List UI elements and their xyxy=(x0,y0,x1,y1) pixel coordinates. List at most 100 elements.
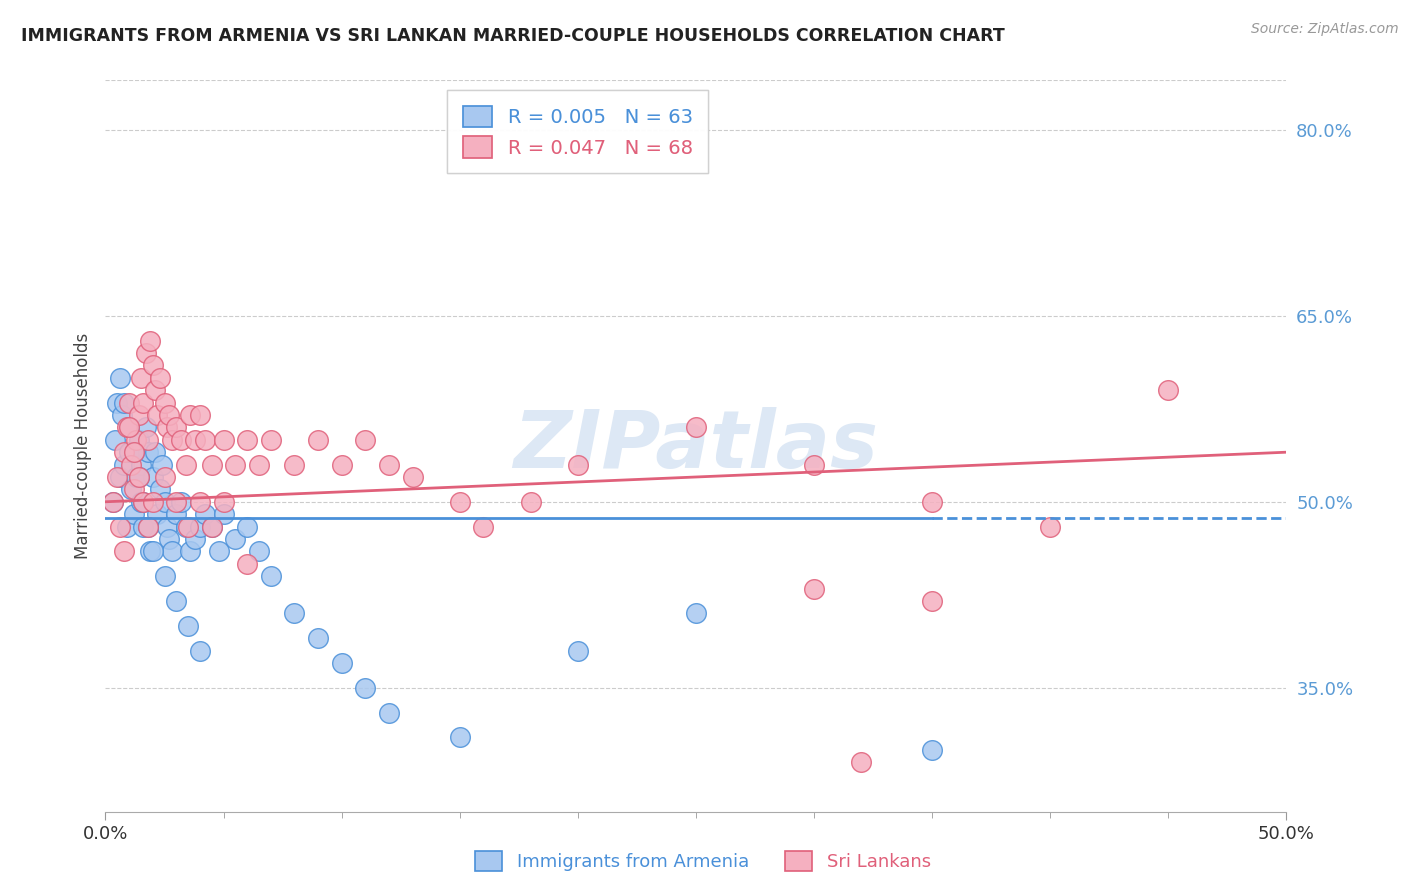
Point xyxy=(108,470,131,484)
Point xyxy=(120,483,142,497)
Point xyxy=(803,458,825,472)
Point xyxy=(188,643,211,657)
Point xyxy=(201,458,224,472)
Point xyxy=(128,408,150,422)
Point xyxy=(118,395,141,409)
Point xyxy=(236,519,259,533)
Point xyxy=(128,470,150,484)
Point xyxy=(132,395,155,409)
Point xyxy=(129,371,152,385)
Point xyxy=(170,433,193,447)
Point xyxy=(142,495,165,509)
Point xyxy=(143,445,166,459)
Point xyxy=(122,445,145,459)
Point xyxy=(330,458,353,472)
Point xyxy=(567,458,589,472)
Point xyxy=(179,544,201,558)
Point xyxy=(156,519,179,533)
Point xyxy=(449,731,471,745)
Point xyxy=(685,607,707,621)
Point xyxy=(921,594,943,608)
Point xyxy=(122,445,145,459)
Point xyxy=(132,495,155,509)
Point xyxy=(139,334,162,348)
Point xyxy=(146,408,169,422)
Point xyxy=(307,631,329,645)
Point xyxy=(125,433,148,447)
Text: Source: ZipAtlas.com: Source: ZipAtlas.com xyxy=(1251,22,1399,37)
Point xyxy=(208,544,231,558)
Point xyxy=(184,433,207,447)
Point xyxy=(153,470,176,484)
Point xyxy=(165,495,187,509)
Legend: Immigrants from Armenia, Sri Lankans: Immigrants from Armenia, Sri Lankans xyxy=(468,844,938,879)
Point xyxy=(136,519,159,533)
Point xyxy=(165,507,187,521)
Point xyxy=(330,656,353,670)
Point xyxy=(135,420,157,434)
Point xyxy=(201,519,224,533)
Point xyxy=(236,557,259,571)
Point xyxy=(139,544,162,558)
Point xyxy=(472,519,495,533)
Point xyxy=(378,458,401,472)
Point xyxy=(194,507,217,521)
Point xyxy=(224,532,246,546)
Point xyxy=(188,495,211,509)
Point xyxy=(118,445,141,459)
Point xyxy=(108,371,131,385)
Point xyxy=(160,544,183,558)
Point xyxy=(128,470,150,484)
Point xyxy=(283,458,305,472)
Point xyxy=(1039,519,1062,533)
Point xyxy=(157,532,180,546)
Point xyxy=(129,495,152,509)
Point xyxy=(142,470,165,484)
Point xyxy=(194,433,217,447)
Point xyxy=(101,495,124,509)
Point xyxy=(165,594,187,608)
Point xyxy=(378,706,401,720)
Point xyxy=(188,519,211,533)
Point xyxy=(921,495,943,509)
Point xyxy=(115,519,138,533)
Point xyxy=(354,681,377,695)
Point xyxy=(118,420,141,434)
Point xyxy=(118,420,141,434)
Point xyxy=(184,532,207,546)
Point xyxy=(247,544,270,558)
Point xyxy=(174,519,197,533)
Point xyxy=(567,643,589,657)
Point xyxy=(685,420,707,434)
Point xyxy=(146,507,169,521)
Point xyxy=(188,408,211,422)
Point xyxy=(212,507,235,521)
Point xyxy=(104,433,127,447)
Point xyxy=(136,445,159,459)
Point xyxy=(224,458,246,472)
Point xyxy=(115,420,138,434)
Point xyxy=(170,495,193,509)
Point xyxy=(153,495,176,509)
Point xyxy=(354,433,377,447)
Point xyxy=(149,483,172,497)
Point xyxy=(201,519,224,533)
Point xyxy=(143,383,166,397)
Point xyxy=(851,755,873,769)
Point xyxy=(153,569,176,583)
Point xyxy=(118,420,141,434)
Point xyxy=(105,470,128,484)
Point xyxy=(177,519,200,533)
Point xyxy=(156,420,179,434)
Text: IMMIGRANTS FROM ARMENIA VS SRI LANKAN MARRIED-COUPLE HOUSEHOLDS CORRELATION CHAR: IMMIGRANTS FROM ARMENIA VS SRI LANKAN MA… xyxy=(21,27,1005,45)
Point xyxy=(803,582,825,596)
Point xyxy=(177,619,200,633)
Point xyxy=(129,458,152,472)
Point xyxy=(111,408,134,422)
Point xyxy=(921,743,943,757)
Point xyxy=(136,433,159,447)
Point xyxy=(179,408,201,422)
Point xyxy=(260,433,283,447)
Point xyxy=(142,544,165,558)
Point xyxy=(519,495,541,509)
